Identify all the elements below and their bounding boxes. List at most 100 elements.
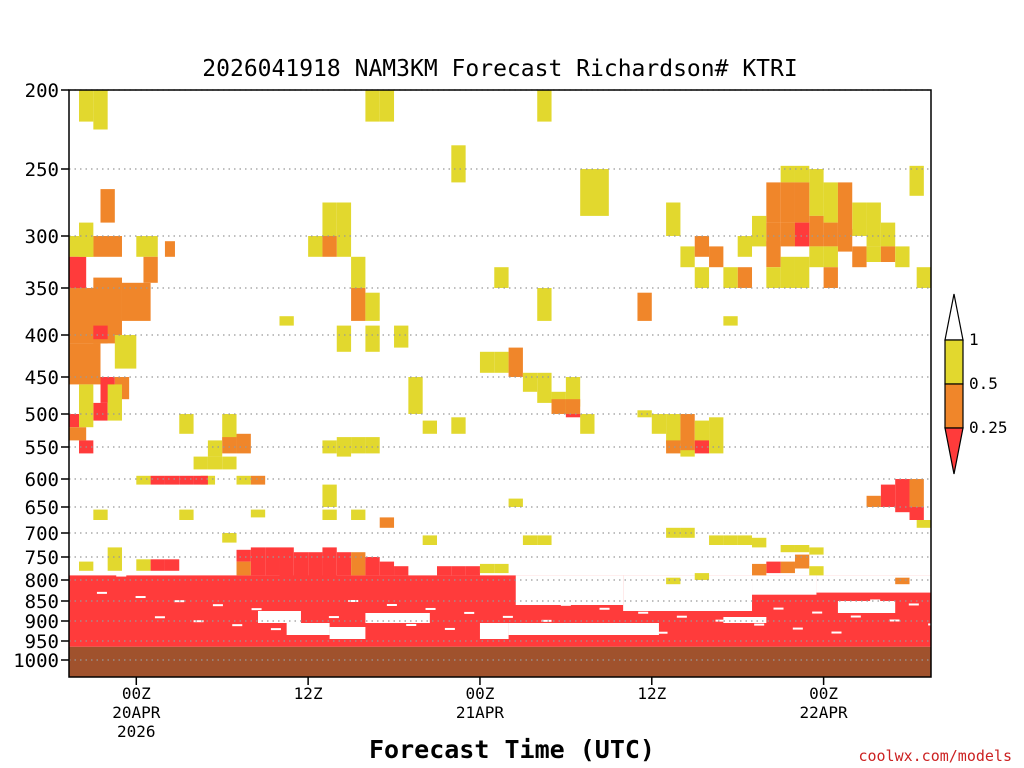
low-level-streak — [715, 619, 726, 622]
ri-cell — [666, 414, 681, 444]
colorbar-yellow-box — [944, 339, 964, 385]
ri-cell — [164, 475, 180, 485]
low-level-streak — [444, 627, 455, 630]
chart-title: 2026041918 NAM3KM Forecast Richardson# K… — [202, 56, 797, 82]
ri-cell — [379, 517, 395, 528]
ri-cell — [351, 552, 366, 576]
low-level-streak — [386, 604, 397, 606]
ri-cell — [809, 246, 824, 268]
plot-area — [69, 90, 931, 677]
ri-cell — [365, 292, 380, 321]
ri-cell — [193, 456, 208, 470]
ri-cell — [136, 236, 158, 257]
low-level-streak — [464, 611, 475, 614]
ri-cell — [694, 236, 710, 257]
y-tick-label: 500 — [25, 404, 59, 426]
ri-cell — [279, 316, 294, 326]
ri-cell — [809, 547, 824, 555]
ri-cell — [365, 325, 380, 352]
low-level-gap — [623, 575, 753, 611]
ri-cell — [365, 90, 380, 122]
x-tick-label: 12Z — [294, 684, 323, 703]
ri-cell — [580, 169, 595, 216]
ri-cell — [666, 577, 681, 585]
ri-cell — [265, 547, 280, 576]
low-level-streak — [870, 599, 881, 602]
low-level-streak — [116, 574, 127, 577]
ri-cell — [837, 182, 853, 236]
ri-cell — [494, 563, 509, 574]
low-level-streak — [328, 616, 339, 619]
ri-cell — [909, 479, 924, 507]
colorbar-label: 0.25 — [969, 418, 1008, 437]
ri-cell — [565, 414, 581, 418]
low-level-gap — [329, 627, 366, 639]
low-level-streak — [232, 624, 243, 627]
ri-cell — [351, 256, 366, 288]
y-tick-label: 350 — [25, 278, 59, 300]
low-level-streak — [309, 632, 320, 635]
ri-cell — [150, 559, 165, 571]
ri-cell — [866, 246, 881, 262]
ri-cell — [93, 325, 108, 340]
ri-cell — [880, 222, 896, 247]
y-tick-label: 300 — [25, 226, 59, 248]
ri-cell — [823, 222, 838, 247]
colorbar-top-triangle — [944, 293, 964, 341]
ri-cell — [250, 475, 266, 485]
ri-cell — [809, 215, 824, 247]
ri-cell — [79, 384, 94, 428]
ri-cell — [522, 535, 538, 545]
ri-cell — [752, 563, 767, 576]
ri-cell — [69, 427, 87, 441]
ri-cell — [293, 552, 309, 580]
ri-cell — [100, 189, 115, 223]
low-level-streak — [96, 591, 107, 594]
ri-cell — [780, 182, 795, 223]
ri-cell — [522, 372, 538, 392]
ri-cell — [766, 561, 781, 574]
ri-cell — [222, 414, 237, 441]
low-level-streak — [773, 607, 784, 610]
ri-cell — [723, 267, 738, 288]
y-tick-label: 550 — [25, 437, 59, 459]
x-tick-label: 22APR — [800, 703, 849, 722]
ri-cell — [279, 547, 294, 580]
ri-cell — [69, 256, 87, 288]
below-ground-fill — [69, 646, 931, 677]
y-tick-label: 850 — [25, 591, 59, 613]
x-tick-label: 00Z — [466, 684, 495, 703]
x-tick-label: 00Z — [122, 684, 151, 703]
ri-cell — [594, 169, 609, 216]
ri-cell — [207, 440, 223, 457]
low-level-gap — [816, 575, 931, 593]
ri-cell — [823, 182, 838, 223]
ri-cell — [322, 547, 337, 580]
low-level-gap — [752, 575, 817, 595]
low-level-streak — [77, 570, 88, 573]
ri-cell — [537, 90, 552, 122]
ri-cell — [537, 535, 552, 545]
ri-cell — [494, 351, 509, 373]
ri-cell — [794, 545, 810, 553]
ri-cell — [737, 236, 753, 257]
ri-cell — [379, 90, 395, 122]
ri-cell — [107, 547, 122, 571]
colorbar-label: 0.5 — [969, 374, 998, 393]
ri-cell — [508, 347, 523, 377]
y-tick-label: 750 — [25, 547, 59, 569]
ri-cell — [637, 410, 652, 418]
ri-cell — [379, 561, 395, 576]
ri-cell — [780, 165, 795, 183]
low-level-streak — [657, 631, 668, 634]
y-tick-label: 400 — [25, 325, 59, 347]
ri-cell — [916, 520, 931, 528]
low-level-streak — [676, 615, 687, 618]
ri-cell — [79, 222, 94, 257]
ri-cell — [408, 377, 423, 414]
low-level-gap — [515, 575, 624, 605]
low-level-streak — [290, 612, 301, 615]
ri-cell — [164, 241, 175, 257]
low-level-streak — [502, 615, 513, 618]
ri-cell — [694, 573, 710, 580]
